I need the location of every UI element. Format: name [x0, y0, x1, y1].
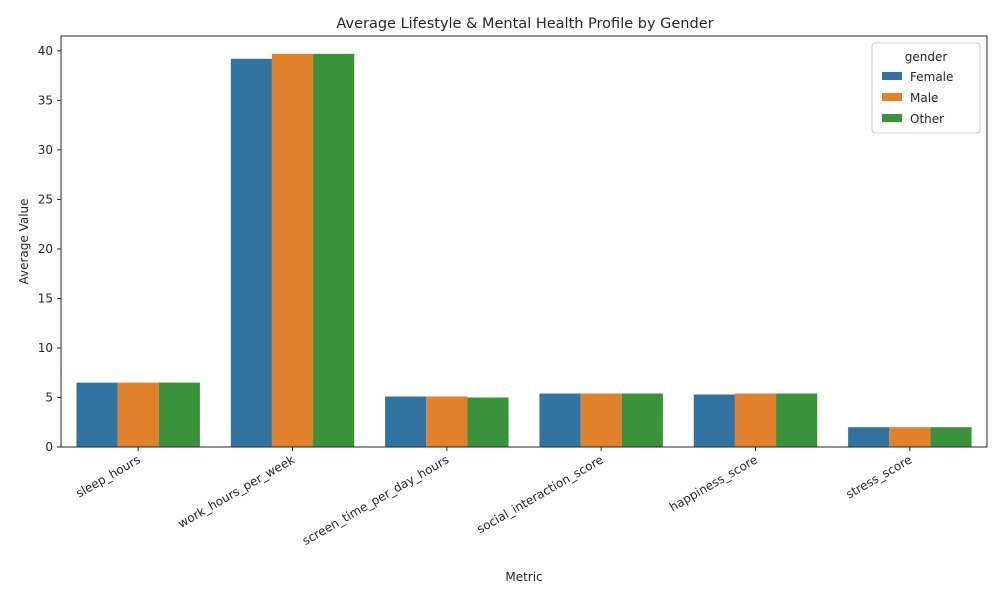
- bar-female-sleep-hours: [76, 382, 118, 447]
- legend-swatch-female: [882, 72, 902, 80]
- bar-male-social-interaction-score: [580, 393, 622, 447]
- bar-female-social-interaction-score: [539, 393, 581, 447]
- bar-other-work-hours-per-week: [313, 53, 355, 447]
- bar-other-happiness-score: [776, 393, 818, 447]
- legend-box: [871, 42, 981, 134]
- legend-label-male: Male: [910, 91, 938, 105]
- bar-other-social-interaction-score: [621, 393, 663, 447]
- y-tick-label: 20: [38, 242, 53, 256]
- bar-male-stress-score: [889, 427, 931, 447]
- bar-male-screen-time-per-day-hours: [426, 396, 468, 447]
- y-tick-label: 15: [38, 291, 53, 305]
- x-axis-label: Metric: [505, 570, 542, 584]
- bar-other-stress-score: [930, 427, 972, 447]
- legend-label-other: Other: [910, 112, 944, 126]
- y-axis-label: Average Value: [17, 198, 31, 284]
- plot-frame: [60, 35, 988, 448]
- bar-other-screen-time-per-day-hours: [467, 397, 509, 447]
- bars-group: [76, 53, 972, 447]
- y-axis: 0 5 10 15 20 25 30 35 40: [38, 44, 61, 454]
- y-tick-label: 0: [45, 440, 53, 454]
- legend-label-female: Female: [910, 70, 953, 84]
- legend-title: gender: [905, 50, 948, 64]
- legend-swatch-male: [882, 93, 902, 101]
- bar-male-sleep-hours: [117, 382, 159, 447]
- y-tick-label: 35: [38, 93, 53, 107]
- legend: gender Female Male Other: [871, 42, 981, 134]
- bar-other-sleep-hours: [158, 382, 200, 447]
- bar-female-screen-time-per-day-hours: [385, 396, 427, 447]
- bar-male-happiness-score: [734, 393, 777, 447]
- y-tick-label: 10: [38, 341, 53, 355]
- chart-title: Average Lifestyle & Mental Health Profil…: [336, 16, 713, 32]
- y-tick-label: 30: [38, 143, 53, 157]
- legend-swatch-other: [882, 114, 902, 122]
- bar-female-work-hours-per-week: [230, 58, 272, 447]
- y-tick-label: 40: [38, 44, 53, 58]
- y-tick-label: 5: [45, 390, 53, 404]
- bar-male-work-hours-per-week: [271, 53, 314, 447]
- bar-female-happiness-score: [693, 394, 735, 447]
- y-tick-label: 25: [38, 192, 53, 206]
- bar-female-stress-score: [848, 427, 890, 447]
